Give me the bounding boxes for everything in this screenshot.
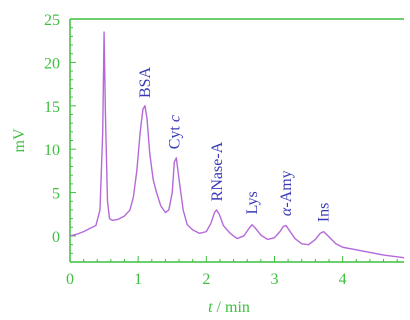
peak-label-0: BSA bbox=[137, 66, 154, 98]
peak-label-4: α-Amy bbox=[278, 170, 295, 216]
x-tick-label: 4 bbox=[339, 271, 347, 288]
y-tick-label: 5 bbox=[52, 186, 60, 203]
peak-label-1: Cyt c bbox=[166, 115, 183, 149]
y-tick-label: 15 bbox=[44, 99, 60, 116]
x-tick-label: 3 bbox=[270, 271, 278, 288]
y-tick-label: 0 bbox=[52, 229, 60, 246]
peak-label-3: Lys bbox=[244, 191, 261, 214]
x-tick-label: 2 bbox=[202, 271, 210, 288]
peak-label-5: Ins bbox=[316, 203, 333, 223]
chromatogram-trace-0 bbox=[69, 31, 405, 259]
x-axis-label: t / min bbox=[208, 299, 250, 316]
peak-labels: BSA Cyt c RNase-A Lys α-Amy Ins bbox=[137, 66, 333, 222]
y-tick-label: 25 bbox=[44, 12, 60, 29]
x-tick-label: 0 bbox=[66, 271, 74, 288]
x-tick-label: 1 bbox=[134, 271, 142, 288]
y-tick-label: 10 bbox=[44, 142, 60, 159]
y-axis-label: mV bbox=[11, 128, 28, 152]
y-tick-label: 20 bbox=[44, 55, 60, 72]
axes: 0 1 2 3 4 0 5 10 15 20 25 mV t / min bbox=[11, 12, 404, 316]
peak-label-2: RNase-A bbox=[209, 141, 226, 201]
trace bbox=[69, 31, 405, 259]
